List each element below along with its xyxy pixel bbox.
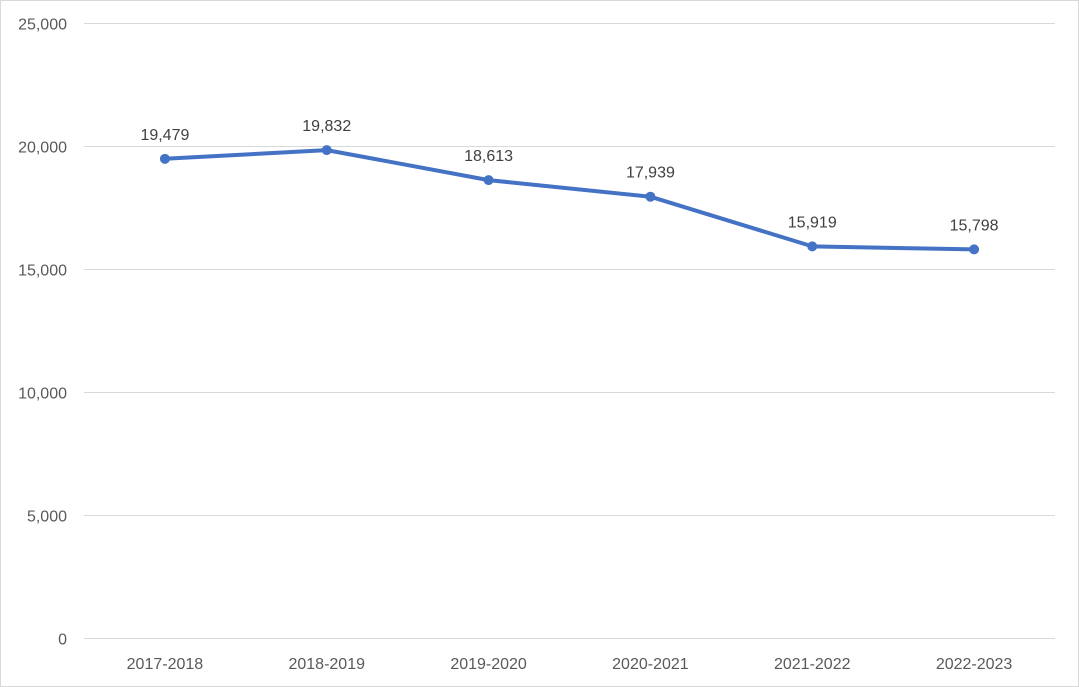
y-tick-label: 0 <box>58 632 67 649</box>
x-axis-tick-labels: 2017-2018 2018-2019 2019-2020 2020-2021 2021… <box>127 656 1013 673</box>
x-tick-label: 2021-2022 <box>774 656 851 673</box>
y-tick-label: 15,000 <box>18 263 67 280</box>
y-tick-label: 20,000 <box>18 140 67 157</box>
data-label: 18,613 <box>464 148 513 165</box>
data-point <box>321 145 332 156</box>
data-label: 15,919 <box>788 214 837 231</box>
series <box>159 145 980 255</box>
data-point <box>807 241 818 252</box>
gridlines <box>84 23 1055 639</box>
x-tick-label: 2022-2023 <box>936 656 1013 673</box>
data-label: 19,479 <box>140 127 189 144</box>
series-line <box>162 148 977 252</box>
y-tick-label: 25,000 <box>18 17 67 34</box>
x-tick-label: 2020-2021 <box>612 656 689 673</box>
x-tick-label: 2019-2020 <box>450 656 527 673</box>
data-point <box>159 153 170 164</box>
data-labels: 19,479 19,832 18,613 17,939 15,919 15,798 <box>140 118 998 234</box>
data-point <box>969 244 980 255</box>
y-tick-label: 5,000 <box>27 509 67 526</box>
data-label: 19,832 <box>302 118 351 135</box>
x-tick-label: 2018-2019 <box>288 656 365 673</box>
x-tick-label: 2017-2018 <box>127 656 204 673</box>
data-label: 17,939 <box>626 165 675 182</box>
data-point <box>645 191 656 202</box>
y-axis-tick-labels: 0 5,000 10,000 15,000 20,000 25,000 <box>18 17 67 649</box>
y-tick-label: 10,000 <box>18 386 67 403</box>
data-label: 15,798 <box>950 217 999 234</box>
data-point <box>483 175 494 186</box>
